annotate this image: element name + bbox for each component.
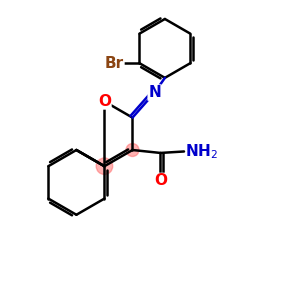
- Circle shape: [96, 158, 113, 174]
- Text: Br: Br: [105, 56, 124, 70]
- Text: O: O: [154, 173, 167, 188]
- Text: N: N: [148, 85, 161, 100]
- Text: NH$_2$: NH$_2$: [185, 142, 218, 161]
- Circle shape: [126, 143, 139, 157]
- Text: O: O: [98, 94, 111, 109]
